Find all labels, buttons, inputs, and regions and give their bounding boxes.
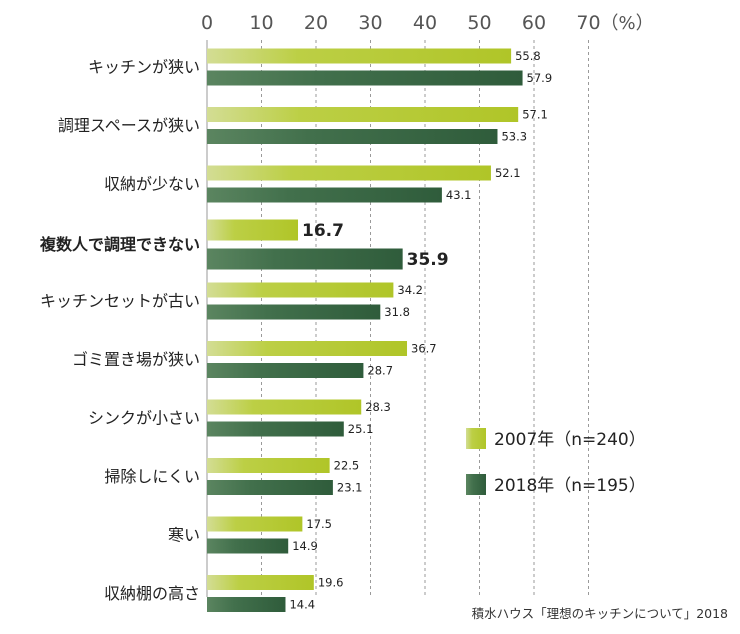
- category-label-5: ゴミ置き場が狭い: [72, 350, 200, 369]
- category-labels: キッチンが狭い調理スペースが狭い収納が少ない複数人で調理できないキッチンセットが…: [39, 58, 200, 604]
- bar-2007-7: [207, 458, 330, 473]
- bar-2018-3: [207, 248, 403, 270]
- axis-unit-label: （%）: [601, 13, 654, 34]
- value-label-2007-9: 19.6: [318, 576, 344, 590]
- tick-label-70: 70: [576, 12, 600, 34]
- bar-2018-1: [207, 129, 498, 144]
- tick-label-30: 30: [358, 12, 382, 34]
- value-labels: 55.8 57.9 57.1 53.3 52.1 43.1 16.7 35.9 34.2 31.8…: [289, 49, 552, 612]
- value-label-2018-8: 14.9: [292, 539, 318, 553]
- source-note: 積水ハウス「理想のキッチンについて」2018: [472, 606, 728, 621]
- tick-label-40: 40: [413, 12, 437, 34]
- tick-label-0: 0: [201, 12, 213, 34]
- value-label-2018-5: 28.7: [367, 364, 393, 378]
- category-label-7: 掃除しにくい: [104, 467, 200, 486]
- value-label-2018-9: 14.4: [289, 598, 315, 612]
- bar-2007-3: [207, 219, 299, 241]
- legend-swatch-2007: [466, 428, 486, 449]
- value-label-2018-7: 23.1: [337, 481, 363, 495]
- bar-2018-8: [207, 538, 289, 554]
- value-label-2018-3: 35.9: [407, 250, 449, 270]
- bars: [207, 48, 523, 612]
- bar-2018-2: [207, 187, 442, 203]
- legend-label-2018: 2018年（n=195）: [494, 476, 646, 496]
- value-label-2018-6: 25.1: [348, 422, 374, 436]
- bar-2007-1: [207, 107, 519, 122]
- value-label-2018-0: 57.9: [527, 71, 553, 85]
- category-label-8: 寒い: [168, 526, 200, 545]
- category-label-6: シンクが小さい: [88, 409, 200, 428]
- value-label-2007-6: 28.3: [365, 400, 391, 414]
- category-label-0: キッチンが狭い: [88, 58, 200, 77]
- bar-2018-7: [207, 480, 333, 495]
- bar-2018-4: [207, 304, 381, 320]
- legend-label-2007: 2007年（n=240）: [494, 430, 646, 450]
- bar-2007-2: [207, 165, 491, 181]
- value-label-2007-0: 55.8: [515, 49, 541, 63]
- category-label-1: 調理スペースが狭い: [58, 116, 200, 135]
- tick-label-50: 50: [467, 12, 491, 34]
- bar-2007-0: [207, 48, 512, 64]
- tick-label-10: 10: [249, 12, 273, 34]
- bar-2007-5: [207, 341, 408, 356]
- legend: 2007年（n=240） 2018年（n=195）: [466, 428, 646, 496]
- tick-label-20: 20: [304, 12, 328, 34]
- bar-2007-6: [207, 399, 362, 415]
- value-label-2007-3: 16.7: [302, 221, 344, 241]
- tick-label-60: 60: [522, 12, 546, 34]
- category-label-2: 収納が少ない: [104, 175, 200, 194]
- legend-swatch-2018: [466, 474, 486, 495]
- value-label-2018-1: 53.3: [501, 130, 527, 144]
- bar-2018-6: [207, 421, 344, 437]
- bar-2007-8: [207, 516, 303, 532]
- bar-2007-9: [207, 575, 314, 590]
- bar-2018-5: [207, 363, 364, 378]
- value-label-2007-1: 57.1: [522, 108, 548, 122]
- value-label-2018-4: 31.8: [384, 305, 410, 319]
- bar-2018-9: [207, 597, 286, 612]
- category-label-9: 収納棚の高さ: [104, 584, 200, 603]
- x-axis-ticks: 0 10 20 30 40 50 60 70: [201, 12, 601, 34]
- category-label-3: 複数人で調理できない: [39, 235, 200, 254]
- value-label-2007-7: 22.5: [334, 459, 360, 473]
- value-label-2018-2: 43.1: [446, 188, 472, 202]
- value-label-2007-2: 52.1: [495, 166, 521, 180]
- value-label-2007-5: 36.7: [411, 342, 437, 356]
- bar-2018-0: [207, 70, 523, 86]
- category-label-4: キッチンセットが古い: [40, 292, 200, 311]
- value-label-2007-8: 17.5: [306, 517, 332, 531]
- value-label-2007-4: 34.2: [397, 283, 423, 297]
- bar-2007-4: [207, 282, 394, 298]
